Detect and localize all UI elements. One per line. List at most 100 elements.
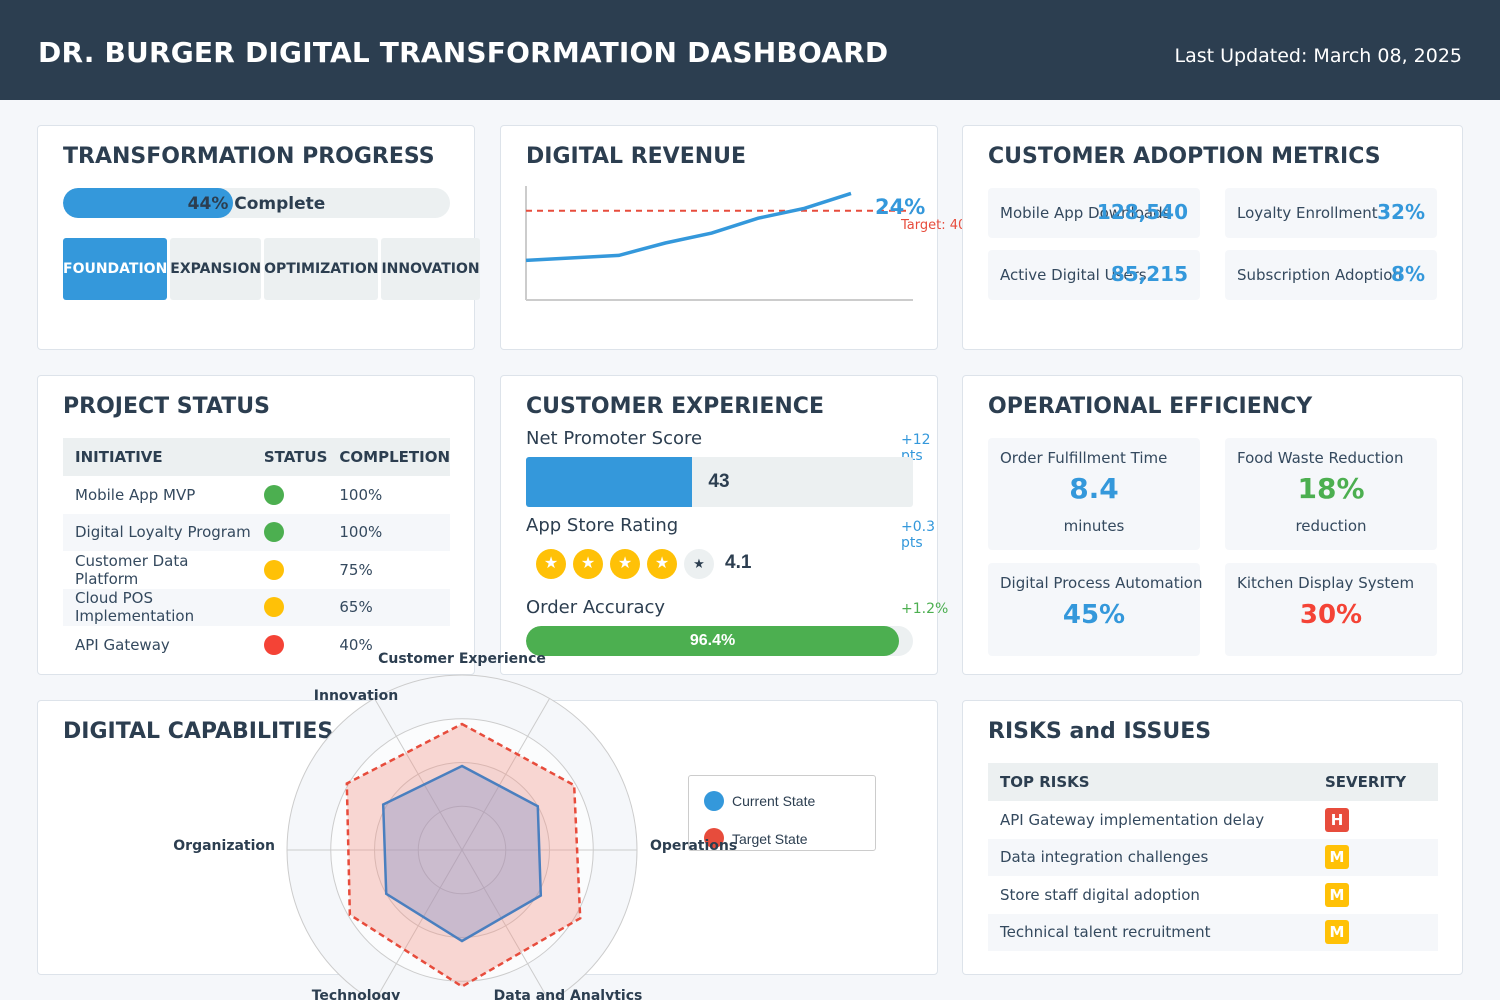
nps-label: Net Promoter Score [526,428,703,449]
card-title: TRANSFORMATION PROGRESS [63,144,435,169]
table-row[interactable]: Customer Data Platform 75% [63,551,450,589]
completion-value: 100% [339,485,383,504]
nps-bar: 43 [526,457,913,507]
phase-optimization[interactable]: OPTIMIZATION [264,238,379,300]
nps-value: 43 [708,471,730,492]
radar-axis-label: Data and Analytics [494,988,643,1000]
legend-target-label: Target State [732,831,808,847]
initiative-name: Digital Loyalty Program [63,513,252,551]
legend-target-marker [704,828,724,848]
col-completion: COMPLETION [327,438,450,476]
card-title: CUSTOMER EXPERIENCE [526,394,824,419]
metric-label: Loyalty Enrollment [1237,204,1378,222]
ops-kitchen-display: Kitchen Display System 30% [1225,563,1437,656]
table-row[interactable]: Store staff digital adoption M [988,876,1438,914]
last-updated: Last Updated: March 08, 2025 [1174,45,1463,67]
status-indicator [263,559,284,580]
metric-mobile-app-downloads: Mobile App Downloads 128,540 [988,188,1200,238]
accuracy-value: 96.4% [689,632,736,649]
ops-order-fulfillment: Order Fulfillment Time 8.4 minutes [988,438,1200,550]
card-title: CUSTOMER ADOPTION METRICS [988,144,1381,169]
risk-name: Store staff digital adoption [1000,885,1200,904]
metric-label: Mobile App Downloads [1000,204,1171,222]
completion-value: 65% [327,588,450,626]
current-value-label: 24% [875,195,925,219]
operational-efficiency-card: OPERATIONAL EFFICIENCY Order Fulfillment… [962,375,1463,675]
ops-unit: reduction [1295,517,1367,535]
revenue-series-line [525,191,852,263]
ops-label: Digital Process Automation [1000,574,1203,592]
status-indicator [263,597,284,618]
project-status-table: INITIATIVE STATUS COMPLETION Mobile App … [63,438,450,664]
initiative-name: Cloud POS Implementation [63,588,252,626]
col-top-risks: TOP RISKS [988,763,1313,801]
accuracy-label: Order Accuracy [526,597,666,618]
card-title: OPERATIONAL EFFICIENCY [988,394,1313,419]
risk-name: Data integration challenges [988,838,1313,876]
progress-label: 44% Complete [187,194,326,214]
metric-subscription-adoption: Subscription Adoption 8% [1225,250,1437,300]
legend-current-marker [704,791,724,811]
metric-label: Active Digital Users [1000,266,1147,284]
rating-value: 4.1 [725,552,752,573]
initiative-name: Mobile App MVP [75,485,196,504]
table-row[interactable]: Digital Loyalty Program 100% [63,513,450,551]
customer-experience-card: CUSTOMER EXPERIENCE Net Promoter Score +… [500,375,948,675]
ops-value: 8.4 [1069,472,1119,505]
completion-value: 75% [339,560,373,579]
status-indicator [263,484,284,505]
rating-delta: +0.3 pts [901,519,935,551]
metric-active-digital-users: Active Digital Users 85,215 [988,250,1200,300]
col-initiative: INITIATIVE [63,438,252,476]
phase-expansion[interactable]: EXPANSION [170,238,262,300]
nps-bar-fill [526,457,693,507]
progress-bar: 44% Complete [63,188,450,218]
phase-foundation[interactable]: FOUNDATION [63,238,168,300]
phase-steps: FOUNDATION EXPANSION OPTIMIZATION INNOVA… [63,238,480,300]
ops-unit: minutes [1063,517,1125,535]
metric-label: Subscription Adoption [1237,266,1402,284]
ops-label: Food Waste Reduction [1237,449,1404,467]
table-row[interactable]: Technical talent recruitment M [988,913,1438,951]
ops-value: 18% [1297,472,1365,505]
table-row[interactable]: Mobile App MVP 100% [63,476,450,514]
metric-value: 32% [1377,200,1425,224]
ops-label: Kitchen Display System [1237,574,1415,592]
star-icon: ★ [684,549,714,579]
table-row[interactable]: API Gateway 40% [63,626,450,664]
metric-value: 85,215 [1110,262,1188,286]
metric-value: 128,540 [1096,200,1188,224]
completion-value: 40% [339,635,373,654]
status-indicator [263,522,284,543]
ops-value: 30% [1299,600,1363,630]
accuracy-bar: 96.4% [526,626,913,656]
metric-value: 8% [1391,262,1425,286]
phase-innovation[interactable]: INNOVATION [381,238,480,300]
revenue-line-chart: Target: 40 24% [525,186,966,301]
col-severity: SEVERITY [1313,763,1438,801]
card-title: DIGITAL CAPABILITIES MAP [63,719,396,744]
severity-badge: M [1325,882,1349,907]
radar-legend: Current State Target State [688,775,876,851]
status-indicator [263,634,284,655]
project-status-card: PROJECT STATUS INITIATIVE STATUS COMPLET… [37,375,475,675]
completion-value: 100% [327,513,450,551]
table-row[interactable]: Data integration challenges M [988,838,1438,876]
digital-capabilities-card: DIGITAL CAPABILITIES MAP Current State T… [37,700,938,975]
risks-table: TOP RISKS SEVERITY API Gateway implement… [988,763,1438,951]
dashboard-title: DR. BURGER DIGITAL TRANSFORMATION DASHBO… [38,36,889,69]
table-row[interactable]: Cloud POS Implementation 65% [63,588,450,626]
card-title: PROJECT STATUS [63,394,270,419]
table-header-row: TOP RISKS SEVERITY [988,763,1438,801]
radar-axis-label: Technology [312,988,401,1000]
card-title: RISKS and ISSUES [988,719,1212,744]
transformation-progress-card: TRANSFORMATION PROGRESS 44% Complete FOU… [37,125,480,350]
legend-current-label: Current State [732,793,816,809]
severity-badge: M [1325,845,1349,870]
customer-adoption-card: CUSTOMER ADOPTION METRICS Mobile App Dow… [962,125,1463,350]
table-row[interactable]: API Gateway implementation delay H [988,801,1438,839]
accuracy-delta: +1.2% [901,601,949,617]
star-icon: ★ [573,549,603,579]
metric-loyalty-enrollment: Loyalty Enrollment 32% [1225,188,1437,238]
rating-label: App Store Rating [526,515,679,536]
